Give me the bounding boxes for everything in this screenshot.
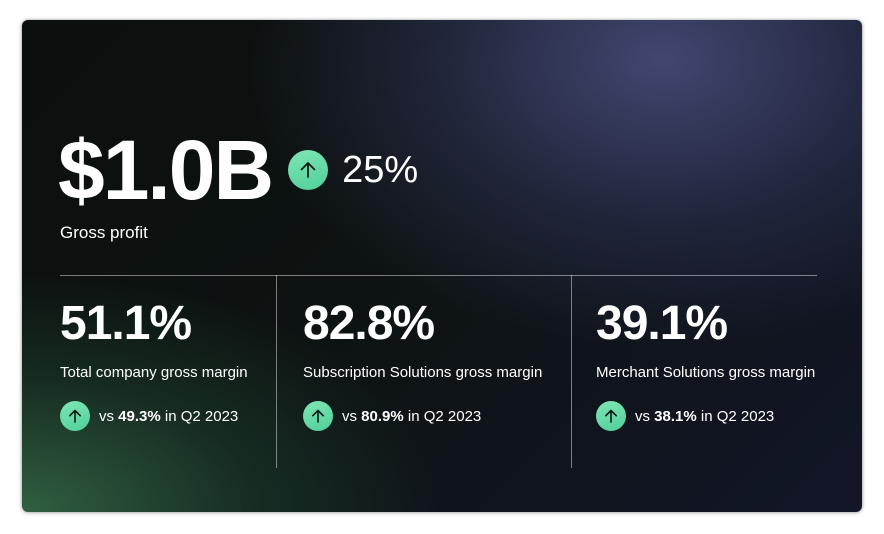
column-divider (571, 275, 572, 468)
column-divider (276, 275, 277, 468)
gross-profit-change: 25% (342, 148, 419, 191)
arrow-up-icon (288, 150, 329, 190)
comparison-text: vs 49.3% in Q2 2023 (99, 407, 239, 425)
horizontal-divider (60, 275, 817, 276)
metric-merchant-solutions: 39.1% Merchant Solutions gross margin vs… (596, 300, 815, 431)
comparison-text: vs 38.1% in Q2 2023 (635, 407, 775, 425)
metric-value: 39.1% (596, 297, 728, 350)
metric-label: Total company gross margin (60, 364, 248, 381)
metric-value: 51.1% (60, 297, 192, 350)
arrow-up-icon (303, 401, 333, 431)
gross-profit-value: $1.0B (58, 123, 274, 217)
metric-comparison: vs 49.3% in Q2 2023 (60, 401, 248, 431)
metric-total-company: 51.1% Total company gross margin vs 49.3… (60, 300, 248, 431)
metric-subscription-solutions: 82.8% Subscription Solutions gross margi… (303, 300, 542, 431)
metric-label: Subscription Solutions gross margin (303, 364, 543, 381)
metric-label: Merchant Solutions gross margin (596, 364, 816, 381)
headline-row: $1.0B 25% (58, 128, 418, 212)
gross-profit-label: Gross profit (60, 223, 148, 242)
gross-profit-card: $1.0B 25% Gross profit 51.1% Total compa… (22, 20, 862, 512)
metric-comparison: vs 38.1% in Q2 2023 (596, 401, 815, 431)
arrow-up-icon (596, 401, 626, 431)
arrow-up-icon (60, 401, 90, 431)
metric-comparison: vs 80.9% in Q2 2023 (303, 401, 542, 431)
metric-value: 82.8% (303, 297, 435, 350)
comparison-text: vs 80.9% in Q2 2023 (342, 407, 482, 425)
